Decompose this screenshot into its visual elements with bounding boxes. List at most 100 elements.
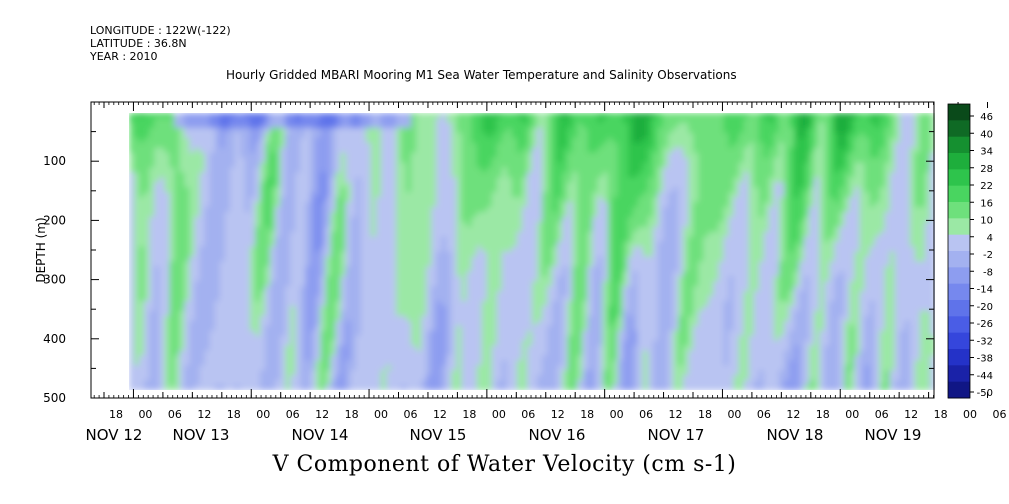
heatmap-cell [144,360,150,366]
heatmap-cell [345,335,352,342]
heatmap-cell [219,345,226,352]
heatmap-cell [239,385,246,390]
heatmap-cell [224,202,231,208]
heatmap-cell [325,236,332,243]
heatmap-cell [481,197,488,203]
heatmap-cell [244,177,251,183]
heatmap-cell [542,202,548,208]
heatmap-cell [516,320,523,327]
heatmap-cell [506,211,513,218]
heatmap-cell [134,246,140,253]
heatmap-cell [501,360,508,366]
heatmap-cell [214,380,221,386]
heatmap-cell [380,241,387,248]
heatmap-cell [265,202,271,208]
heatmap-cell [214,305,221,312]
heatmap-cell [144,211,150,218]
heatmap-cell [270,315,276,322]
heatmap-cell [345,276,352,282]
heatmap-cell [426,152,432,159]
heatmap-cell [552,315,558,322]
heatmap-cell [355,266,362,272]
heatmap-cell [557,276,563,282]
heatmap-cell [229,340,236,347]
heatmap-cell [265,296,271,302]
heatmap-cell [290,291,296,297]
heatmap-cell [345,325,352,332]
heatmap-cell [516,241,523,248]
heatmap-cell [501,137,508,144]
heatmap-cell [547,355,553,361]
heatmap-cell [315,271,322,277]
heatmap-cell [214,291,221,297]
heatmap-cell [406,370,412,376]
heatmap-cell [496,305,503,312]
heatmap-cell [521,375,528,381]
heatmap-cell [204,340,211,347]
heatmap-cell [456,291,463,297]
heatmap-cell [335,202,342,208]
heatmap-cell [134,266,140,272]
heatmap-cell [229,261,236,267]
heatmap-cell [234,385,241,390]
heatmap-cell [486,192,493,198]
heatmap-cell [305,305,311,312]
heatmap-cell [481,147,488,154]
heatmap-cell [421,305,427,312]
heatmap-cell [199,296,206,302]
heatmap-cell [194,177,201,183]
heatmap-cell [249,117,256,124]
heatmap-cell [285,216,291,223]
heatmap-cell [390,375,397,381]
heatmap-cell [275,167,281,173]
heatmap-cell [532,365,538,371]
heatmap-cell [209,162,216,169]
heatmap-cell [547,147,553,154]
heatmap-cell [184,241,191,248]
heatmap-cell [471,286,478,292]
heatmap-cell [436,315,442,322]
heatmap-cell [229,172,236,178]
heatmap-cell [295,117,301,124]
heatmap-cell [471,276,478,282]
heatmap-cell [305,132,311,139]
heatmap-cell [189,310,196,317]
heatmap-cell [411,117,417,124]
heatmap-cell [542,350,548,356]
heatmap-cell [557,127,563,134]
heatmap-cell [461,172,468,178]
heatmap-cell [526,137,533,144]
heatmap-cell [547,216,553,223]
heatmap-cell [431,142,437,149]
heatmap-cell [345,147,352,154]
heatmap-cell [451,271,458,277]
heatmap-cell [375,172,382,178]
heatmap-cell [265,360,271,366]
heatmap-cell [526,117,533,124]
heatmap-cell [491,330,498,337]
heatmap-cell [406,211,412,218]
heatmap-cell [164,122,170,129]
heatmap-cell [542,152,548,159]
heatmap-cell [300,236,306,243]
heatmap-cell [365,325,372,332]
heatmap-cell [129,261,135,267]
heatmap-cell [446,266,452,272]
heatmap-cell [149,206,155,213]
heatmap-cell [340,370,347,376]
heatmap-cell [401,221,407,228]
heatmap-cell [532,236,538,243]
heatmap-cell [214,172,221,178]
heatmap-cell [295,296,301,302]
heatmap-cell [355,350,362,356]
heatmap-cell [395,211,402,218]
heatmap-cell [300,241,306,248]
heatmap-cell [526,350,533,356]
heatmap-cell [370,197,377,203]
heatmap-cell [411,226,417,233]
heatmap-cell [426,187,432,193]
heatmap-cell [365,137,372,144]
heatmap-cell [174,271,180,277]
heatmap-cell [315,360,322,366]
heatmap-cell [179,325,186,332]
